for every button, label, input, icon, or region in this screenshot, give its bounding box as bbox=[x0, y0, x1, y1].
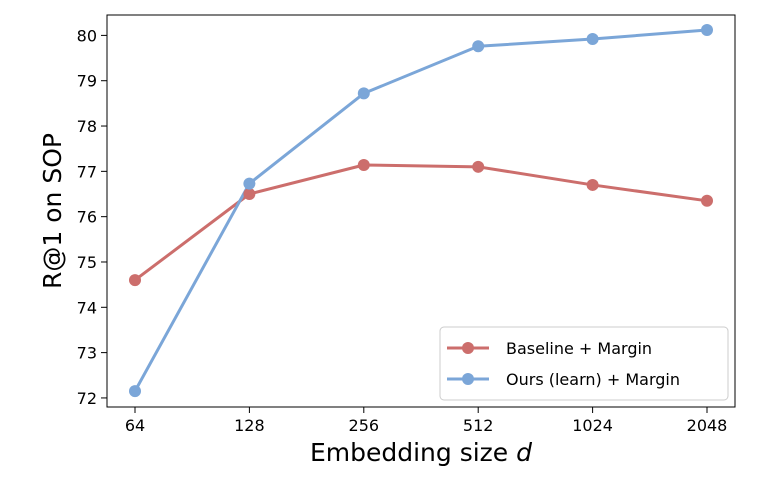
y-axis-ticks: 72 73 74 75 76 77 78 79 80 bbox=[77, 26, 107, 408]
y-tick-label: 77 bbox=[77, 162, 97, 181]
legend-marker-baseline bbox=[462, 342, 474, 354]
series-lines bbox=[133, 28, 708, 392]
data-point-series-1 bbox=[243, 177, 256, 190]
legend-label-baseline: Baseline + Margin bbox=[506, 339, 652, 358]
y-tick-label: 74 bbox=[77, 298, 97, 317]
data-point-series-1 bbox=[129, 385, 141, 398]
y-tick-label: 79 bbox=[77, 72, 97, 91]
y-tick-label: 76 bbox=[77, 208, 97, 227]
y-tick-label: 72 bbox=[77, 389, 97, 408]
data-point-series-1 bbox=[472, 40, 485, 53]
data-point-series-1 bbox=[586, 33, 599, 46]
legend-marker-ours bbox=[462, 373, 474, 385]
series-line-1 bbox=[133, 28, 708, 392]
y-tick-label: 80 bbox=[77, 26, 97, 45]
x-tick-label: 512 bbox=[463, 416, 494, 435]
data-point-series-0 bbox=[701, 194, 713, 207]
x-axis-label-variable: d bbox=[516, 438, 532, 467]
data-point-series-0 bbox=[472, 160, 485, 173]
series-line-0 bbox=[134, 163, 708, 282]
x-tick-label: 1024 bbox=[572, 416, 613, 435]
legend-label-ours: Ours (learn) + Margin bbox=[506, 370, 680, 389]
x-tick-label: 256 bbox=[349, 416, 380, 435]
series-points bbox=[129, 23, 713, 398]
legend-frame bbox=[439, 326, 729, 401]
data-point-series-0 bbox=[129, 274, 141, 287]
x-tick-label: 128 bbox=[234, 416, 265, 435]
x-axis-label: Embedding size d bbox=[310, 438, 532, 467]
data-point-series-0 bbox=[243, 188, 256, 201]
y-tick-label: 78 bbox=[77, 117, 97, 136]
data-point-series-1 bbox=[357, 87, 370, 100]
y-tick-label: 75 bbox=[77, 253, 97, 272]
x-tick-label: 64 bbox=[125, 416, 145, 435]
x-axis-label-text: Embedding size bbox=[310, 438, 508, 467]
data-point-series-0 bbox=[357, 159, 370, 172]
x-axis-ticks: 64 128 256 512 1024 2048 bbox=[125, 407, 728, 435]
y-tick-label: 73 bbox=[77, 344, 97, 363]
y-axis-label: R@1 on SOP bbox=[38, 133, 67, 289]
data-point-series-0 bbox=[586, 178, 599, 191]
x-tick-label: 2048 bbox=[687, 416, 728, 435]
legend: Baseline + Margin Ours (learn) + Margin bbox=[439, 326, 729, 401]
data-point-series-1 bbox=[701, 23, 713, 36]
